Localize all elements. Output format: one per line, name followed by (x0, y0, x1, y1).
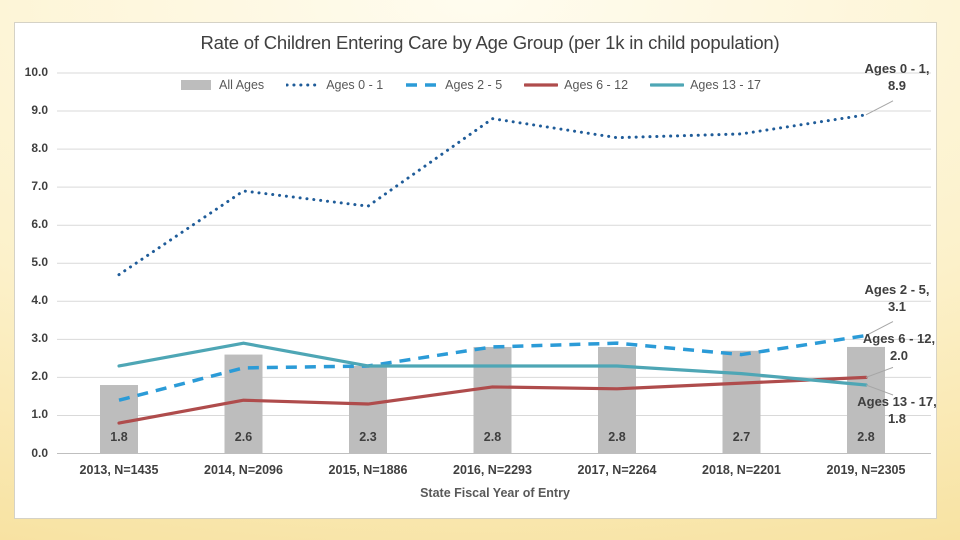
leader-line (865, 384, 894, 396)
x-tick-label: 2013, N=1435 (79, 463, 159, 477)
line-series-ages-6-12 (117, 375, 868, 425)
end-label-series-name: Ages 6 - 12, (862, 331, 936, 346)
legend-item-label: Ages 6 - 12 (564, 78, 629, 92)
end-label-ages-2-5: Ages 2 - 5, 3.1 (842, 281, 952, 315)
bar-value-label: 2.3 (359, 430, 377, 444)
leader-line (865, 366, 894, 378)
legend-item-ages-2-5: Ages 2 - 5 (405, 78, 502, 92)
end-label-value: 2.0 (889, 348, 909, 363)
x-tick-label: 2015, N=1886 (328, 463, 408, 477)
legend-item-label: Ages 2 - 5 (445, 78, 503, 92)
bar-all-ages (349, 365, 387, 454)
solid-legend-swatch-icon (524, 83, 559, 87)
x-tick-label: 2018, N=2201 (702, 463, 781, 477)
bar-value-label: 2.6 (234, 430, 253, 444)
y-tick-label: 8.0 (31, 141, 48, 156)
leader-line (865, 100, 894, 116)
end-label-series-name: Ages 0 - 1, (864, 61, 930, 76)
bar-all-ages (722, 350, 761, 454)
dotted-legend-swatch-icon (286, 83, 321, 87)
bar-value-label: 2.8 (483, 430, 502, 444)
y-tick-label: 7.0 (31, 179, 48, 194)
legend-item-label: All Ages (219, 78, 265, 92)
end-label-series-name: Ages 13 - 17, (857, 394, 937, 409)
line-series-ages-13-17 (117, 341, 868, 387)
end-label-value: 3.1 (887, 299, 907, 314)
line-series-ages-2-5 (118, 333, 867, 402)
line-series-ages-0-1 (117, 113, 868, 277)
y-tick-label: 1.0 (31, 407, 48, 422)
y-tick-label: 3.0 (31, 331, 48, 346)
legend-item-ages-6-12: Ages 6 - 12 (524, 78, 628, 92)
solid-legend-swatch-icon (650, 83, 685, 87)
bar-legend-swatch-icon (181, 80, 212, 90)
x-tick-label: 2017, N=2264 (577, 463, 657, 477)
y-tick-label: 2.0 (31, 369, 48, 384)
x-tick-label: 2014, N=2096 (204, 463, 283, 477)
x-tick-label: 2016, N=2293 (453, 463, 532, 477)
x-tick-label: 2019, N=2305 (826, 463, 906, 477)
legend-item-ages-0-1: Ages 0 - 1 (286, 78, 383, 92)
end-label-ages-0-1: Ages 0 - 1, 8.9 (842, 60, 952, 94)
legend-item-label: Ages 13 - 17 (690, 78, 761, 92)
leader-line (865, 321, 894, 336)
end-label-ages-6-12: Ages 6 - 12, 2.0 (844, 330, 954, 364)
end-label-series-name: Ages 2 - 5, (864, 282, 930, 297)
bar-value-label: 1.8 (110, 430, 128, 444)
y-tick-label: 4.0 (31, 293, 48, 308)
legend-item-label: Ages 0 - 1 (326, 78, 384, 92)
legend-item-ages-13-17: Ages 13 - 17 (650, 78, 761, 92)
x-axis-title: State Fiscal Year of Entry (420, 486, 570, 500)
end-label-value: 8.9 (887, 78, 907, 93)
y-tick-label: 5.0 (31, 255, 48, 270)
chart-legend: All Ages Ages 0 - 1 Ages 2 - 5 Ages 6 - 12 A… (120, 75, 820, 95)
bar-all-ages (847, 346, 885, 454)
y-tick-label: 10.0 (24, 65, 48, 79)
legend-item-all-ages: All Ages (179, 78, 264, 92)
y-tick-label: 9.0 (31, 103, 48, 118)
y-tick-label: 6.0 (31, 217, 48, 232)
dashed-legend-swatch-icon (406, 83, 439, 87)
bar-value-label: 2.8 (608, 430, 626, 444)
end-label-value: 1.8 (887, 411, 907, 426)
bar-value-label: 2.8 (857, 430, 875, 444)
end-label-ages-13-17: Ages 13 - 17, 1.8 (842, 393, 952, 427)
bar-value-label: 2.7 (732, 430, 751, 444)
chart-title: Rate of Children Entering Care by Age Gr… (200, 32, 780, 53)
y-tick-label: 0.0 (31, 445, 48, 460)
